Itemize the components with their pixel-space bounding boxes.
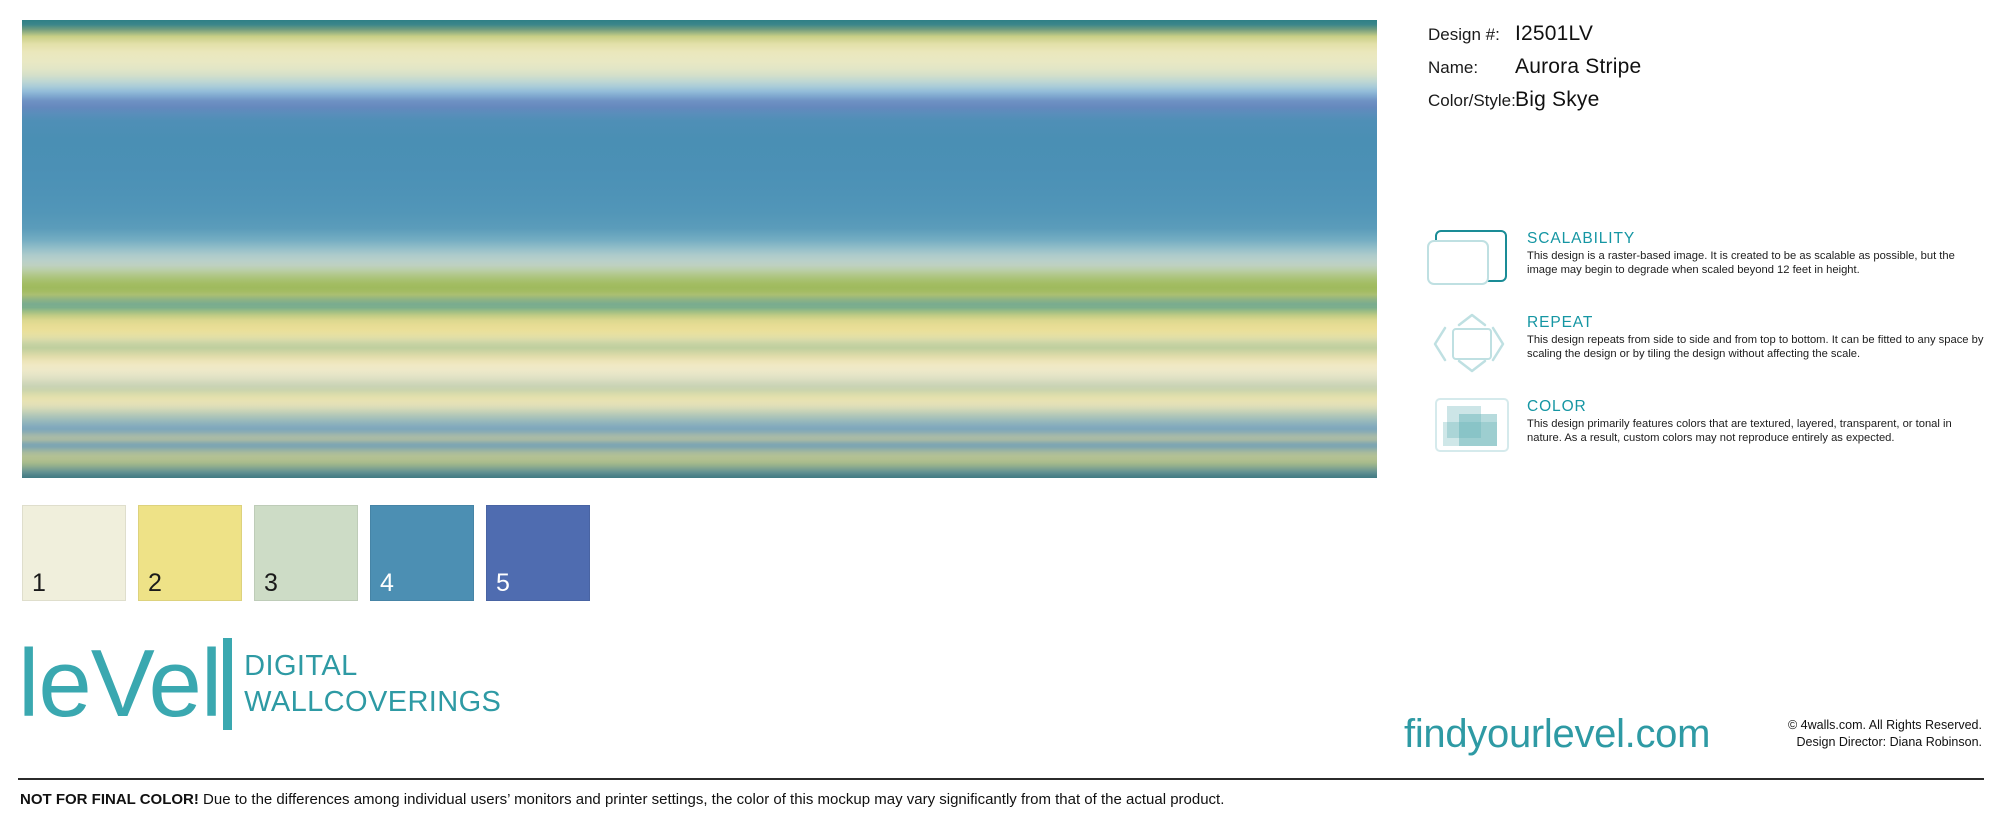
color-swatch-2[interactable]: 2 (138, 505, 242, 601)
product-info: Design #: I2501LV Name: Aurora Stripe Co… (1428, 22, 1641, 121)
info-row-design-number: Design #: I2501LV (1428, 22, 1641, 46)
feature-scalability-title: SCALABILITY (1527, 230, 1636, 247)
scalability-icon-inner-frame (1427, 240, 1489, 285)
color-swatch-3-number: 3 (264, 569, 278, 597)
pattern-gradient (22, 20, 1377, 478)
color-swatch-1[interactable]: 1 (22, 505, 126, 601)
brand-logo-tagline: DIGITAL WALLCOVERINGS (244, 648, 501, 720)
color-swatch-1-number: 1 (32, 569, 46, 597)
scalability-icon (1425, 228, 1521, 290)
disclaimer-warning: NOT FOR FINAL COLOR! (20, 791, 199, 808)
color-icon-frame (1435, 398, 1509, 452)
repeat-icon-arrow-left (1433, 326, 1447, 362)
design-director-line: Design Director: Diana Robinson. (1796, 735, 1982, 749)
footer-divider (18, 778, 1984, 780)
color-icon-layer-1 (1447, 406, 1481, 438)
brand-tagline-line-2: WALLCOVERINGS (244, 686, 502, 718)
website-url[interactable]: findyourlevel.com (1404, 712, 1711, 756)
repeat-icon-arrow-right (1491, 326, 1505, 362)
feature-color: COLOR This design primarily features col… (1425, 396, 1985, 458)
color-swatch-4-number: 4 (380, 569, 394, 597)
repeat-icon-center-box (1452, 328, 1492, 360)
feature-repeat-description: This design repeats from side to side an… (1527, 334, 1984, 361)
repeat-icon (1425, 312, 1521, 374)
copyright-line: © 4walls.com. All Rights Reserved. (1787, 718, 1982, 732)
color-icon (1425, 396, 1521, 458)
brand-logo-wordmark: leVel (18, 629, 222, 737)
color-swatch-5-number: 5 (496, 569, 510, 597)
feature-scalability-text: SCALABILITY This design is a raster-base… (1521, 228, 1985, 278)
pattern-preview (22, 20, 1377, 478)
feature-color-description: This design primarily features colors th… (1527, 418, 1952, 445)
repeat-icon-arrow-down (1457, 359, 1487, 373)
feature-repeat: REPEAT This design repeats from side to … (1425, 312, 1985, 374)
feature-color-text: COLOR This design primarily features col… (1521, 396, 1985, 446)
color-icon-layer-3 (1443, 422, 1497, 446)
feature-list: SCALABILITY This design is a raster-base… (1425, 228, 1985, 480)
brand-logo-divider-bar (223, 638, 233, 730)
info-row-color-style: Color/Style: Big Skye (1428, 88, 1641, 112)
design-number-label: Design #: (1428, 25, 1500, 44)
feature-color-title: COLOR (1527, 398, 1587, 415)
color-style-value: Big Skye (1515, 88, 1600, 111)
color-swatch-4[interactable]: 4 (370, 505, 474, 601)
color-style-label: Color/Style: (1428, 91, 1516, 110)
name-label: Name: (1428, 58, 1479, 77)
design-number-value: I2501LV (1515, 22, 1594, 45)
info-row-name: Name: Aurora Stripe (1428, 55, 1641, 79)
brand-logo: leVel DIGITAL WALLCOVERINGS (18, 629, 501, 737)
brand-tagline-line-1: DIGITAL (244, 650, 358, 682)
color-icon-layer-2 (1459, 414, 1497, 446)
feature-scalability-description: This design is a raster-based image. It … (1527, 250, 1955, 277)
color-swatch-2-number: 2 (148, 569, 162, 597)
feature-repeat-text: REPEAT This design repeats from side to … (1521, 312, 1985, 362)
repeat-icon-arrow-up (1457, 313, 1487, 327)
feature-repeat-title: REPEAT (1527, 314, 1594, 331)
color-swatch-3[interactable]: 3 (254, 505, 358, 601)
feature-scalability: SCALABILITY This design is a raster-base… (1425, 228, 1985, 290)
disclaimer-body: Due to the differences among individual … (203, 791, 1225, 808)
name-value: Aurora Stripe (1515, 55, 1642, 78)
color-swatch-5[interactable]: 5 (486, 505, 590, 601)
credits-block: © 4walls.com. All Rights Reserved. Desig… (1788, 717, 1982, 751)
disclaimer-text: NOT FOR FINAL COLOR! Due to the differen… (20, 791, 1224, 808)
color-swatch-row: 1 2 3 4 5 (22, 505, 590, 601)
